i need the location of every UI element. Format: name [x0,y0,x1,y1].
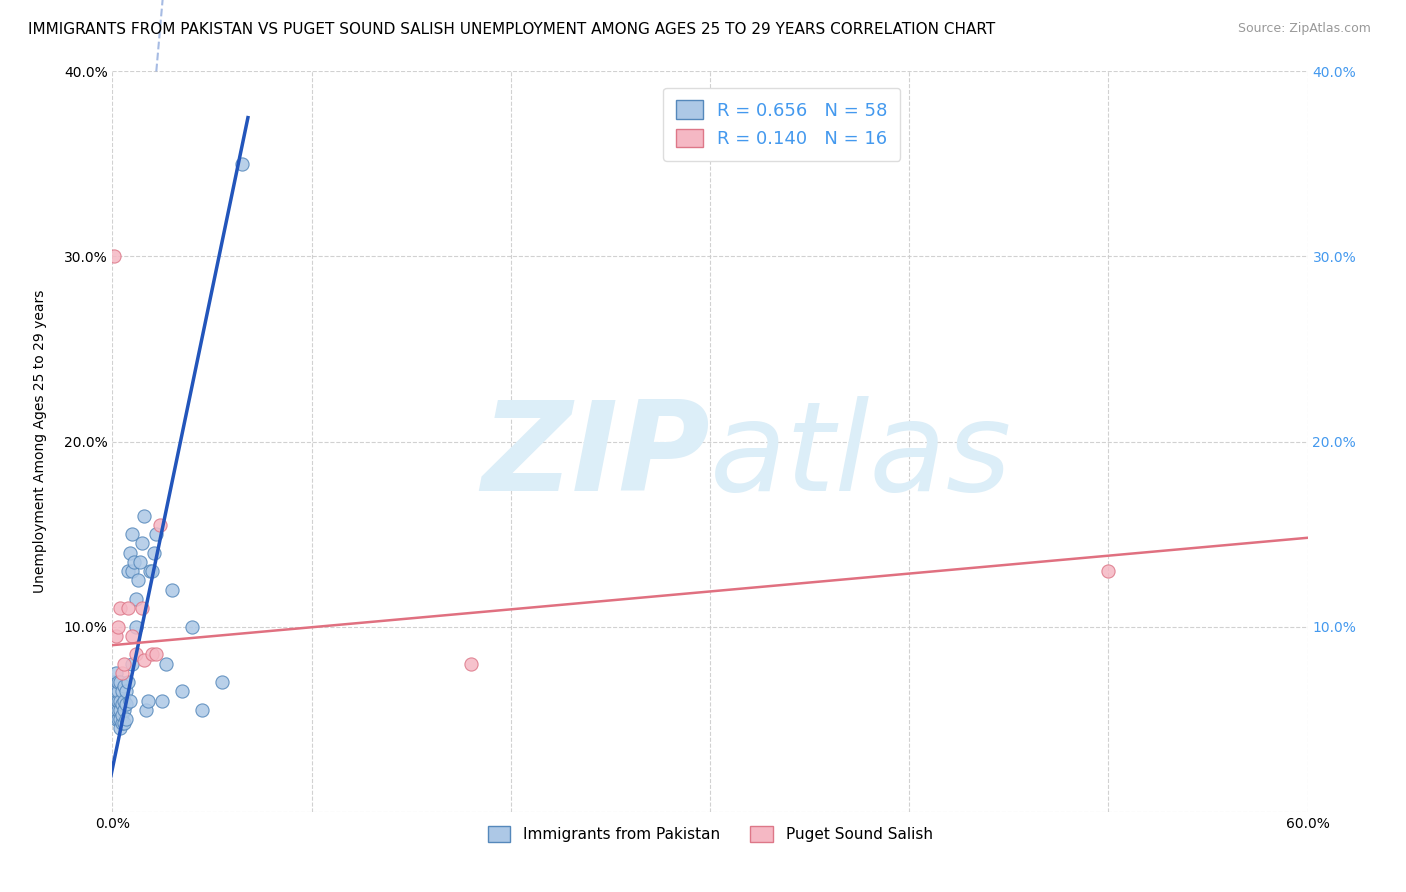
Point [110,675,132,690]
Point [117,564,139,578]
Point [145,527,167,541]
Point [104,694,127,708]
Point [115,712,138,726]
Point [107,694,129,708]
Point [107,684,129,698]
Point [103,703,125,717]
Point [135,703,157,717]
Point [155,657,177,671]
Point [103,250,125,264]
Point [134,653,156,667]
Text: IMMIGRANTS FROM PAKISTAN VS PUGET SOUND SALISH UNEMPLOYMENT AMONG AGES 25 TO 29 : IMMIGRANTS FROM PAKISTAN VS PUGET SOUND … [28,22,995,37]
Point [460,657,482,671]
Point [120,694,142,708]
Point [125,619,148,633]
Point [162,582,183,597]
Point [145,648,167,662]
Point [139,564,162,578]
Point [115,684,138,698]
Point [114,694,135,708]
Text: atlas: atlas [710,396,1012,516]
Point [105,665,128,680]
Point [115,698,138,712]
Point [110,601,132,615]
Point [111,684,134,698]
Point [114,703,135,717]
Point [120,545,142,560]
Point [141,564,163,578]
Point [107,703,129,717]
Point [110,703,132,717]
Point [134,508,156,523]
Point [107,619,129,633]
Point [111,698,134,712]
Point [114,679,135,693]
Point [129,555,152,569]
Point [111,708,134,723]
Point [149,517,172,532]
Point [114,715,135,730]
Point [114,657,135,671]
Point [111,665,134,680]
Point [150,694,173,708]
Point [131,601,153,615]
Point [121,527,143,541]
Y-axis label: Unemployment Among Ages 25 to 29 years: Unemployment Among Ages 25 to 29 years [34,290,46,593]
Point [103,675,125,690]
Point [110,694,132,708]
Point [181,619,204,633]
Point [172,684,194,698]
Point [125,648,148,662]
Legend: Immigrants from Pakistan, Puget Sound Salish: Immigrants from Pakistan, Puget Sound Sa… [481,821,939,848]
Point [103,684,125,698]
Point [125,591,148,606]
Point [124,555,146,569]
Point [121,629,143,643]
Point [107,712,129,726]
Point [141,648,163,662]
Point [103,694,125,708]
Point [111,715,134,730]
Point [143,545,166,560]
Point [107,675,129,690]
Point [138,694,160,708]
Point [121,657,143,671]
Point [117,675,139,690]
Point [117,601,139,615]
Point [191,703,214,717]
Text: Source: ZipAtlas.com: Source: ZipAtlas.com [1237,22,1371,36]
Point [105,712,128,726]
Point [1097,564,1119,578]
Point [231,157,253,171]
Point [131,536,153,550]
Point [110,712,132,726]
Point [105,629,128,643]
Point [105,703,128,717]
Point [110,722,132,736]
Point [121,564,143,578]
Point [211,675,233,690]
Point [105,684,128,698]
Text: ZIP: ZIP [481,396,710,516]
Point [127,574,149,588]
